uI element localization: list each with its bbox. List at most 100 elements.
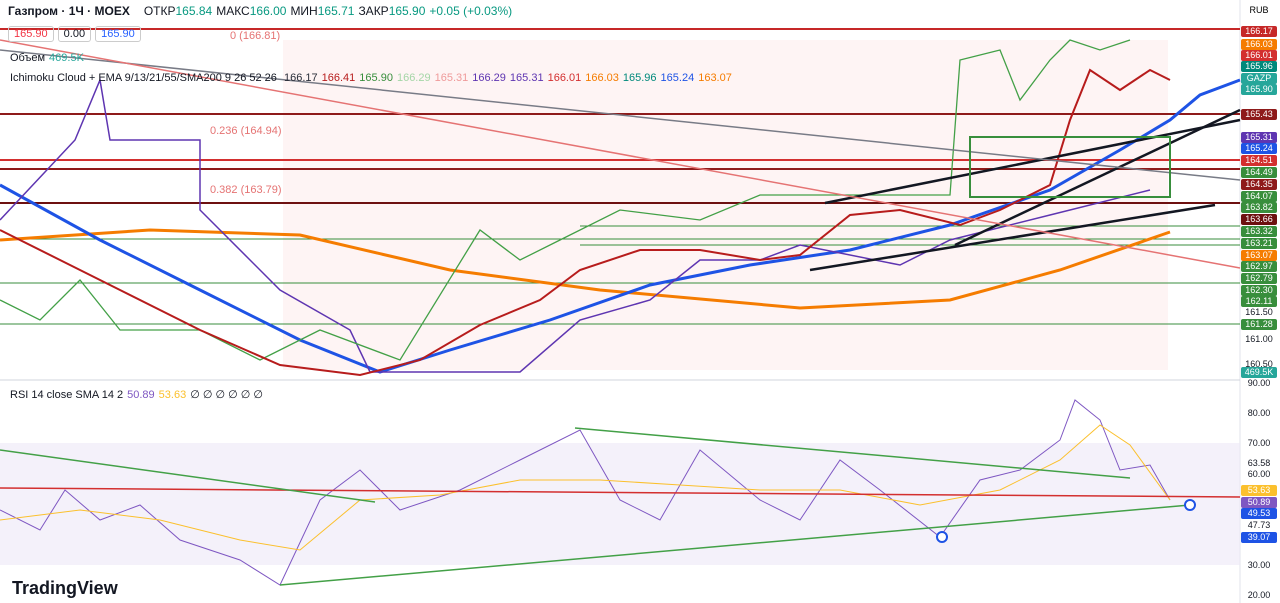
ichimoku-value: 163.07 (698, 72, 732, 84)
ohlc-label: МИН (290, 4, 318, 18)
rsi-sma: 53.63 (158, 389, 187, 401)
trend-line (0, 49, 1241, 181)
ichimoku-value: 165.90 (359, 72, 393, 84)
price-label: 162.11 (1241, 296, 1277, 307)
price-label: 162.97 (1241, 261, 1277, 272)
brand[interactable]: TradingView (12, 578, 118, 598)
rsi-label: 49.53 (1241, 508, 1277, 519)
ohlc-value: 166.00 (249, 4, 287, 18)
ichimoku-value: 166.01 (547, 72, 582, 84)
rsi-trend (0, 487, 1241, 498)
ichimoku-value: 165.24 (660, 72, 695, 84)
rsi-label: 60.00 (1247, 469, 1271, 479)
price (0, 68, 1171, 377)
rsi-label: 50.89 (1241, 497, 1277, 508)
ichimoku-value: 166.03 (585, 72, 619, 84)
symbol: Газпром · 1Ч · MOEX (8, 4, 130, 18)
fib-label: 0 (166.81) (230, 30, 281, 42)
rsi-label: RSI 14 close SMA 14 2 (10, 389, 124, 401)
ichimoku-value: 166.29 (472, 72, 506, 84)
rsi-band (0, 443, 1240, 565)
order-box[interactable]: 165.90 (8, 26, 54, 42)
rsi-trend (279, 504, 1191, 586)
price-label: 166.03 (1241, 39, 1277, 50)
price-label: 165.31 (1241, 132, 1277, 143)
price-label: 165.24 (1241, 143, 1277, 154)
order-box[interactable]: 0.00 (57, 26, 92, 42)
price-label: 163.66 (1241, 214, 1277, 225)
volume-label: Объем (10, 52, 46, 64)
order-box[interactable]: 165.90 (95, 26, 141, 42)
chikou (0, 39, 1131, 361)
rsi-trend (574, 427, 1131, 479)
ichimoku-legend: Ichimoku Cloud + EMA 9/13/21/55/SMA200 9… (10, 72, 736, 84)
rsi-empty: ∅ ∅ ∅ ∅ ∅ ∅ (190, 389, 263, 401)
rsi-trend (0, 449, 376, 503)
ichimoku-value: 165.96 (622, 72, 657, 84)
rsi-label: 53.63 (1241, 485, 1277, 496)
price-label: 161.50 (1245, 307, 1273, 317)
price-label: 163.07 (1241, 250, 1277, 261)
currency[interactable]: RUB (1249, 5, 1269, 15)
price-label: 166.01 (1241, 50, 1277, 61)
price-label: 161.00 (1245, 334, 1273, 344)
level-lines (0, 28, 1240, 204)
price-label: 162.30 (1241, 285, 1277, 296)
anchor (936, 531, 948, 543)
rsi-label: 47.73 (1247, 520, 1271, 530)
fib-label: 0.236 (164.94) (210, 125, 282, 137)
ichimoku-value: 166.17 (283, 72, 318, 84)
rsi-label: 20.00 (1247, 590, 1271, 600)
ohlc-label: ОТКР (143, 4, 176, 18)
rsi-sma (0, 424, 1171, 551)
trend-line (0, 39, 1241, 269)
trend-lines (809, 108, 1241, 272)
price-label: 162.79 (1241, 273, 1277, 284)
price-label: 163.21 (1241, 238, 1277, 249)
price-label: GAZP (1241, 73, 1277, 84)
price-label: 163.82 (1241, 202, 1277, 213)
change: +0.05 (+0.03%) (429, 4, 513, 18)
rsi-line (0, 399, 1171, 586)
ohlc-label: ЗАКР (358, 4, 389, 18)
price-label: 164.49 (1241, 167, 1277, 178)
anchor (1184, 499, 1196, 511)
ichimoku-value: 165.31 (509, 72, 544, 84)
sma200 (0, 228, 1171, 310)
ichimoku-value: 165.31 (434, 72, 469, 84)
price-label: 165.90 (1241, 84, 1277, 95)
rsi-legend: RSI 14 close SMA 14 2 50.89 53.63 ∅ ∅ ∅ ∅ ∅… (10, 388, 267, 401)
ohlc-value: 165.90 (388, 4, 426, 18)
volume-value: 469.5K (49, 52, 84, 64)
price-label: 161.28 (1241, 319, 1277, 330)
ema55 (0, 78, 1241, 374)
ohlc-label: МАКС (216, 4, 250, 18)
price-label: 469.5K (1241, 367, 1277, 378)
price-label: 163.32 (1241, 226, 1277, 237)
price-label: 164.51 (1241, 155, 1277, 166)
rsi-label: 80.00 (1247, 408, 1271, 418)
ohlc-value: 165.84 (175, 4, 213, 18)
fib-zone (283, 40, 1168, 370)
legend-main: Газпром · 1Ч · MOEX ОТКР165.84 МАКС166.00 М… (8, 4, 516, 18)
rsi-label: 90.00 (1247, 378, 1271, 388)
rsi-label: 39.07 (1241, 532, 1277, 543)
ichimoku-label: Ichimoku Cloud + EMA 9/13/21/55/SMA200 9… (10, 72, 277, 84)
order-boxes[interactable]: 165.90 0.00 165.90 (8, 26, 145, 42)
price-label: 160.50 (1245, 359, 1273, 369)
price-label: 166.17 (1241, 26, 1277, 37)
ohlc-value: 165.71 (317, 4, 355, 18)
price-label: 164.07 (1241, 191, 1277, 202)
fib-label: 0.382 (163.79) (210, 184, 282, 196)
range-box (969, 136, 1171, 198)
price-label: 165.96 (1241, 61, 1277, 72)
ichimoku (0, 77, 1151, 373)
rsi-value: 50.89 (127, 389, 155, 401)
rsi-label: 63.58 (1247, 458, 1271, 468)
ichimoku-value: 166.41 (321, 72, 356, 84)
rsi-label: 70.00 (1247, 438, 1271, 448)
ichimoku-value: 166.29 (396, 72, 431, 84)
volume-legend: Объем 469.5K (10, 52, 88, 64)
